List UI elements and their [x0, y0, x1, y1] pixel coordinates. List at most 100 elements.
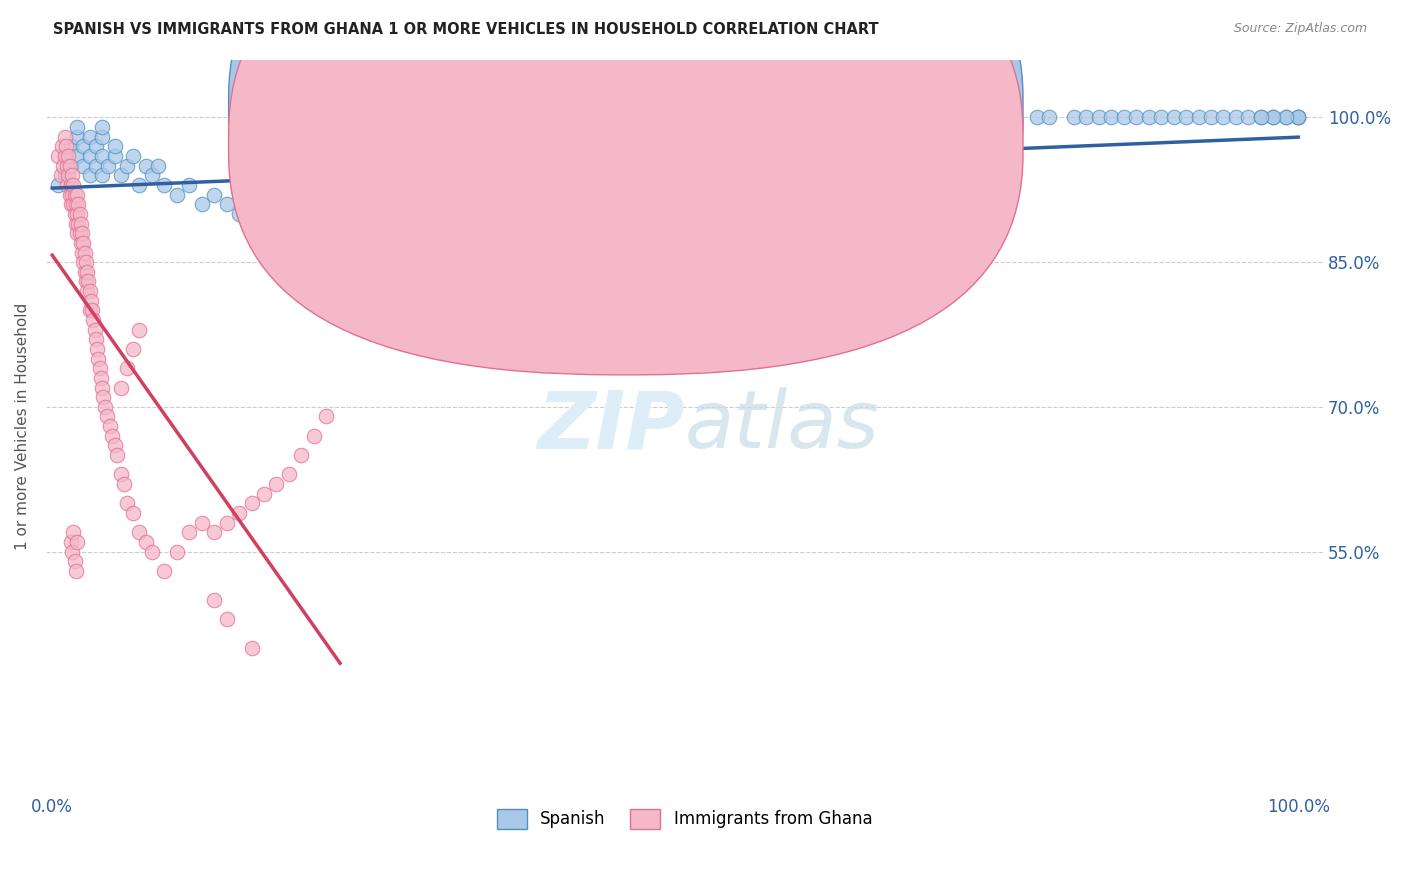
Point	[53, 149, 76, 163]
Point	[105, 448, 128, 462]
FancyBboxPatch shape	[229, 0, 1024, 375]
Point	[51, 139, 73, 153]
Point	[1199, 111, 1222, 125]
Point	[763, 284, 786, 298]
Point	[1237, 111, 1260, 125]
Point	[1112, 111, 1135, 125]
Point	[76, 265, 98, 279]
Point	[863, 245, 886, 260]
Point	[215, 612, 238, 626]
Point	[101, 429, 124, 443]
Point	[950, 111, 973, 125]
Text: ZIP: ZIP	[537, 387, 685, 465]
Legend: Spanish, Immigrants from Ghana: Spanish, Immigrants from Ghana	[491, 802, 879, 836]
Point	[66, 149, 89, 163]
Point	[814, 265, 837, 279]
Point	[389, 197, 412, 211]
Point	[75, 275, 97, 289]
Point	[415, 245, 437, 260]
Point	[602, 159, 624, 173]
Point	[91, 380, 114, 394]
Point	[1250, 111, 1272, 125]
Point	[1225, 111, 1247, 125]
Point	[153, 178, 176, 192]
Point	[1286, 111, 1309, 125]
Point	[60, 187, 83, 202]
Point	[72, 255, 94, 269]
Point	[489, 197, 512, 211]
Point	[122, 149, 145, 163]
Point	[664, 149, 686, 163]
Point	[79, 303, 101, 318]
Point	[91, 149, 114, 163]
Point	[122, 342, 145, 356]
Point	[240, 640, 263, 655]
Point	[73, 245, 96, 260]
Point	[640, 275, 662, 289]
Point	[141, 544, 163, 558]
Point	[76, 284, 98, 298]
Point	[66, 534, 89, 549]
Point	[60, 169, 83, 183]
Point	[912, 111, 935, 125]
Point	[69, 207, 91, 221]
Point	[59, 159, 82, 173]
Point	[66, 120, 89, 135]
FancyBboxPatch shape	[229, 0, 1024, 341]
Point	[115, 496, 138, 510]
Point	[91, 169, 114, 183]
Point	[70, 245, 93, 260]
Point	[179, 525, 201, 540]
Point	[70, 235, 93, 250]
Point	[80, 293, 103, 308]
Point	[63, 187, 86, 202]
Point	[66, 187, 89, 202]
Point	[97, 159, 120, 173]
Point	[278, 197, 301, 211]
Point	[58, 149, 80, 163]
Point	[976, 111, 998, 125]
Point	[1263, 111, 1285, 125]
Point	[640, 169, 662, 183]
Text: R = 0.481   N = 98: R = 0.481 N = 98	[650, 101, 815, 116]
Point	[315, 409, 337, 424]
Point	[110, 467, 132, 482]
Point	[96, 409, 118, 424]
Point	[122, 506, 145, 520]
Point	[77, 275, 100, 289]
Point	[52, 159, 75, 173]
Point	[84, 159, 107, 173]
Point	[302, 429, 325, 443]
Point	[56, 159, 79, 173]
Point	[901, 255, 924, 269]
Point	[128, 178, 150, 192]
Point	[302, 226, 325, 240]
Point	[59, 187, 82, 202]
Point	[69, 226, 91, 240]
Point	[53, 149, 76, 163]
Point	[1163, 111, 1185, 125]
Point	[190, 516, 212, 530]
Point	[614, 293, 637, 308]
Point	[62, 525, 84, 540]
Point	[1286, 111, 1309, 125]
Point	[240, 496, 263, 510]
Point	[58, 169, 80, 183]
Point	[98, 419, 121, 434]
Point	[540, 226, 562, 240]
Point	[115, 361, 138, 376]
Point	[65, 197, 87, 211]
Point	[1187, 111, 1209, 125]
Point	[49, 169, 72, 183]
Point	[110, 169, 132, 183]
Point	[79, 284, 101, 298]
Point	[253, 217, 276, 231]
Point	[1274, 111, 1296, 125]
Point	[66, 207, 89, 221]
Point	[89, 361, 111, 376]
Point	[72, 235, 94, 250]
Point	[63, 554, 86, 568]
Point	[689, 255, 711, 269]
Point	[86, 342, 108, 356]
Point	[90, 371, 112, 385]
